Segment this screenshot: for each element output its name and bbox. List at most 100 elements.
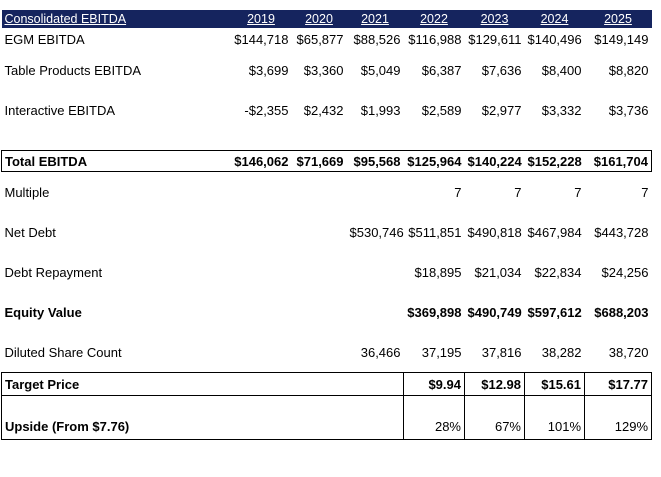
value-cell[interactable]: 37,816 [481,344,522,360]
row-label-cell[interactable]: EGM EBITDA [4,31,85,47]
value-cell[interactable]: $17.77 [584,372,652,396]
value-cell[interactable]: $6,387 [421,62,462,78]
value-cell[interactable] [347,292,404,332]
empty-cell[interactable] [525,130,585,151]
empty-cell[interactable] [347,130,404,151]
value-cell[interactable]: $71,669 [291,150,347,172]
row-label-cell[interactable]: Target Price [1,372,231,396]
value-cell[interactable]: $490,818 [467,224,522,240]
value-cell[interactable]: $8,400 [541,62,582,78]
empty-cell[interactable] [231,130,292,151]
value-cell[interactable]: $65,877 [296,31,344,47]
value-cell[interactable]: $144,718 [234,31,289,47]
value-cell[interactable]: $18,895 [414,264,462,280]
value-cell[interactable]: $21,034 [474,264,522,280]
value-cell[interactable]: $12.98 [464,372,525,396]
year-cell[interactable]: 2022 [403,10,465,28]
value-cell[interactable]: $5,049 [360,62,401,78]
value-cell[interactable]: $161,704 [584,150,652,172]
row-label-cell[interactable]: Multiple [4,184,50,200]
value-cell[interactable]: $88,526 [353,31,401,47]
value-cell[interactable]: $24,256 [601,264,649,280]
value-cell[interactable] [231,172,292,213]
value-cell[interactable]: 38,282 [541,344,582,360]
year-cell[interactable]: 2024 [524,10,585,28]
value-cell[interactable]: $22,834 [534,264,582,280]
year-cell[interactable]: 2021 [346,10,404,28]
value-cell[interactable]: $140,224 [464,150,525,172]
value-cell[interactable]: $140,496 [527,31,582,47]
row-label-cell[interactable]: Table Products EBITDA [4,62,142,78]
value-cell[interactable]: $129,611 [468,31,522,47]
value-cell[interactable]: $149,149 [594,31,649,47]
value-cell[interactable]: 28% [403,395,465,440]
value-cell[interactable]: $152,228 [524,150,585,172]
value-cell[interactable]: $1,993 [360,102,401,118]
value-cell[interactable] [292,172,347,213]
value-cell[interactable]: 38,720 [608,344,649,360]
value-cell[interactable]: 37,195 [421,344,462,360]
row-label-cell[interactable]: Interactive EBITDA [4,102,116,118]
empty-cell[interactable] [292,130,347,151]
value-cell[interactable]: -$2,355 [244,102,289,118]
value-cell[interactable] [292,252,347,292]
row-label-cell[interactable]: Upside (From $7.76) [1,395,231,440]
row-label-cell[interactable]: Total EBITDA [1,150,231,172]
value-cell[interactable]: 7 [514,184,522,200]
value-cell[interactable]: $511,851 [408,224,462,240]
value-cell[interactable]: 36,466 [360,344,401,360]
value-cell[interactable]: $116,988 [408,31,462,47]
value-cell[interactable]: 101% [524,395,585,440]
value-cell[interactable]: 7 [574,184,582,200]
value-cell[interactable]: $443,728 [594,224,649,240]
value-cell[interactable]: $3,332 [541,102,582,118]
value-cell[interactable] [347,252,404,292]
row-label-cell[interactable]: Diluted Share Count [4,344,122,360]
year-cell[interactable]: 2020 [291,10,347,28]
value-cell[interactable]: $597,612 [527,304,582,320]
value-cell[interactable] [347,172,404,213]
value-cell[interactable]: 129% [584,395,652,440]
value-cell[interactable]: 7 [641,184,649,200]
value-cell[interactable]: $125,964 [403,150,465,172]
value-cell[interactable]: $3,360 [303,62,344,78]
row-label-cell[interactable]: Equity Value [4,304,82,320]
value-cell[interactable]: $2,432 [303,102,344,118]
value-cell[interactable]: $3,699 [248,62,289,78]
year-cell[interactable]: 2025 [584,10,652,28]
value-cell[interactable]: $3,736 [608,102,649,118]
value-cell[interactable]: $467,984 [527,224,582,240]
value-cell[interactable] [292,212,347,252]
value-cell[interactable] [231,332,292,373]
value-cell[interactable] [231,292,292,332]
value-cell[interactable]: $9.94 [403,372,465,396]
value-cell[interactable]: 7 [454,184,462,200]
value-cell[interactable] [291,372,347,396]
value-cell[interactable]: $530,746 [349,224,404,240]
value-cell[interactable]: $2,977 [481,102,522,118]
row-label-cell[interactable]: Net Debt [4,224,56,240]
value-cell[interactable]: $146,062 [230,150,292,172]
value-cell[interactable] [292,332,347,373]
value-cell[interactable] [346,395,404,440]
value-cell[interactable] [291,395,347,440]
value-cell[interactable]: $490,749 [467,304,522,320]
value-cell[interactable] [346,372,404,396]
value-cell[interactable] [231,212,292,252]
row-label-cell[interactable]: Debt Repayment [4,264,103,280]
value-cell[interactable] [292,292,347,332]
value-cell[interactable] [230,395,292,440]
value-cell[interactable] [231,252,292,292]
value-cell[interactable]: $95,568 [346,150,404,172]
value-cell[interactable]: 67% [464,395,525,440]
year-cell[interactable]: 2023 [464,10,525,28]
empty-cell[interactable] [585,130,652,151]
value-cell[interactable]: $369,898 [407,304,462,320]
empty-cell[interactable] [404,130,465,151]
empty-cell[interactable] [465,130,525,151]
empty-cell[interactable] [2,130,231,151]
value-cell[interactable]: $15.61 [524,372,585,396]
value-cell[interactable] [230,372,292,396]
value-cell[interactable]: $8,820 [608,62,649,78]
value-cell[interactable]: $7,636 [481,62,522,78]
